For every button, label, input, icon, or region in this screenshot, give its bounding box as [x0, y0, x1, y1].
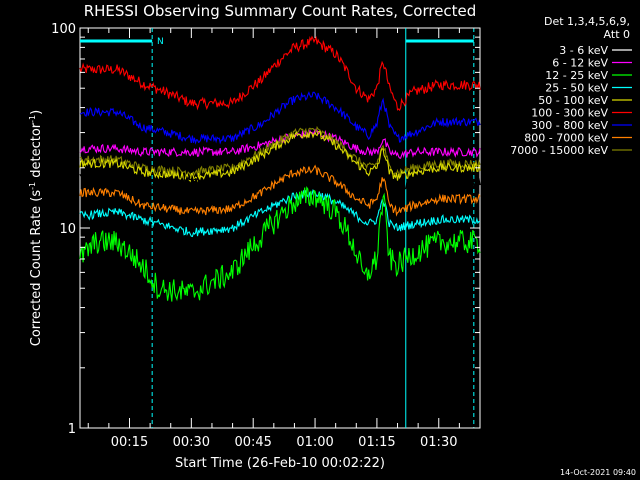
- chart-title: RHESSI Observing Summary Count Rates, Co…: [84, 2, 477, 20]
- legend-label-5: 100 - 300 keV: [531, 107, 608, 120]
- legend-header-line2: Att 0: [604, 28, 630, 41]
- y-axis-label-main: Corrected Count Rate (s: [29, 190, 44, 347]
- y-tick-label-2: 100: [51, 22, 76, 37]
- series-line-8: [79, 186, 481, 302]
- x-tick-label-3: 01:00: [296, 435, 333, 450]
- y-axis-label: Corrected Count Rate (s-1 detector-1): [28, 110, 44, 346]
- y-axis-label-mid: detector: [29, 122, 44, 182]
- legend-label-4: 50 - 100 keV: [538, 94, 608, 107]
- legend-label-3: 25 - 50 keV: [545, 82, 608, 95]
- y-axis-label-end: ): [29, 110, 44, 115]
- x-tick-label-5: 01:30: [420, 435, 457, 450]
- series-line-7: [79, 188, 481, 238]
- y-tick-label-1: 10: [59, 222, 76, 237]
- legend-label-7: 800 - 7000 keV: [524, 132, 608, 145]
- x-tick-label-0: 00:15: [111, 435, 148, 450]
- x-axis-ticks: 00:15 00:30 00:45 01:00 01:15 01:30: [87, 28, 460, 450]
- legend-label-6: 300 - 800 keV: [531, 119, 608, 132]
- x-axis-label: Start Time (26-Feb-10 00:02:22): [175, 456, 385, 471]
- series-line-2: [79, 128, 481, 159]
- series-line-1: [79, 91, 481, 145]
- x-tick-label-4: 01:15: [358, 435, 395, 450]
- legend-label-0: 3 - 6 keV: [559, 44, 608, 57]
- y-axis-label-sup-2: -1: [28, 115, 37, 123]
- series-line-6: [79, 164, 481, 217]
- series-line-3: [79, 125, 481, 178]
- footer-timestamp: 14-Oct-2021 09:40: [560, 468, 636, 477]
- x-tick-label-2: 00:45: [234, 435, 271, 450]
- legend-header-line1: Det 1,3,4,5,6,9,: [544, 15, 630, 28]
- flag-label: N: [157, 37, 164, 47]
- y-axis-label-sup-1: -1: [28, 182, 37, 190]
- y-tick-label-0: 1: [68, 422, 76, 437]
- series-line-5: [79, 150, 481, 191]
- legend-label-8: 7000 - 15000 keV: [510, 144, 608, 157]
- legend-label-1: 6 - 12 keV: [552, 57, 608, 70]
- series-group: [79, 35, 481, 302]
- series-line-4: [79, 130, 481, 183]
- legend-label-2: 12 - 25 keV: [545, 69, 608, 82]
- series-line-0: [79, 35, 481, 112]
- x-tick-label-1: 00:30: [173, 435, 210, 450]
- y-axis-ticks: 1 10 100: [51, 22, 480, 437]
